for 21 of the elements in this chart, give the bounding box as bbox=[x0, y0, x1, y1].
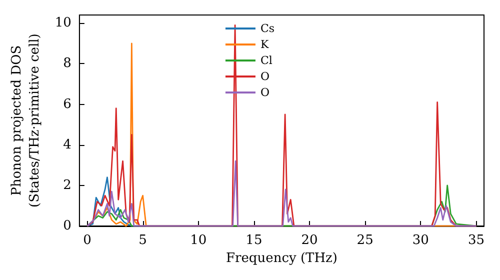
y-tick-label: 10 bbox=[54, 16, 72, 31]
x-tick-label: 20 bbox=[301, 233, 318, 248]
x-tick-label: 0 bbox=[83, 233, 92, 248]
y-axis-title: Phonon projected DOS (States/THz·primitive cell) bbox=[10, 33, 42, 208]
legend-label: Cl bbox=[260, 54, 273, 67]
legend-label: Cs bbox=[260, 22, 275, 35]
x-tick-label: 15 bbox=[246, 233, 262, 248]
y-tick-label: 0 bbox=[63, 218, 72, 234]
legend-label: K bbox=[260, 38, 270, 51]
x-axis-title: Frequency (THz) bbox=[226, 251, 338, 266]
legend-label: O bbox=[260, 70, 270, 83]
y-tick-label: 2 bbox=[63, 178, 72, 193]
y-tick-label: 6 bbox=[63, 96, 72, 112]
y-tick-label: 4 bbox=[63, 137, 72, 152]
y-tick-label: 8 bbox=[63, 56, 72, 72]
x-tick-label: 10 bbox=[190, 233, 207, 248]
x-tick-label: 25 bbox=[356, 233, 374, 248]
x-tick-label: 35 bbox=[468, 233, 484, 248]
x-tick-label: 30 bbox=[412, 233, 429, 248]
x-tick-label: 5 bbox=[138, 233, 147, 248]
legend-label: O bbox=[260, 86, 270, 99]
